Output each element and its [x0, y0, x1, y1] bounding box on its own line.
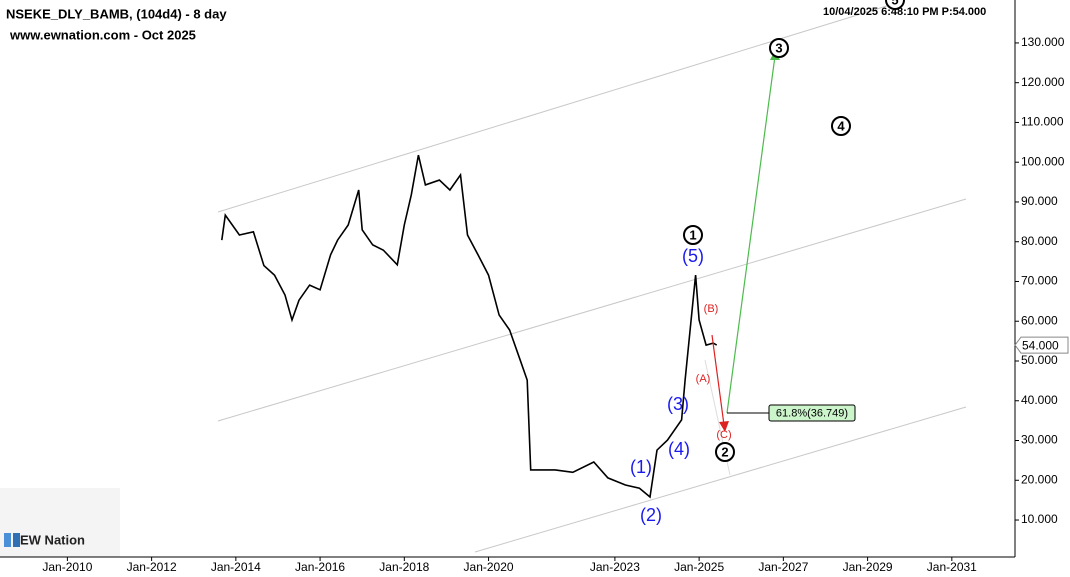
- arrow-red: [719, 421, 729, 432]
- y-tick-label: 60.000: [1021, 313, 1058, 327]
- y-tick-label: 80.000: [1021, 234, 1058, 248]
- y-tick-label: 130.000: [1021, 35, 1065, 49]
- wave-label: (2): [640, 505, 662, 525]
- logo: EW Nation: [4, 532, 85, 547]
- x-tick-label: Jan-2012: [127, 560, 177, 574]
- wave-label: (3): [667, 394, 689, 414]
- y-tick-label: 40.000: [1021, 393, 1058, 407]
- x-tick-label: Jan-2029: [843, 560, 893, 574]
- wave-label: 3: [775, 40, 782, 55]
- y-tick-label: 100.000: [1021, 154, 1065, 168]
- x-tick-label: Jan-2020: [464, 560, 514, 574]
- x-tick-label: Jan-2023: [590, 560, 640, 574]
- y-tick-label: 50.000: [1021, 353, 1058, 367]
- wave-circle: [769, 38, 789, 58]
- projection-red: [711, 334, 725, 426]
- wave-label: 5: [891, 0, 898, 7]
- target-box: [768, 404, 856, 422]
- wave-label: 2: [721, 444, 728, 459]
- logo-text: EW Nation: [20, 532, 85, 547]
- last-price-label: 54.000: [1022, 338, 1059, 352]
- y-tick-label: 70.000: [1021, 274, 1058, 288]
- wave-label: (C): [716, 429, 731, 441]
- y-tick-label: 120.000: [1021, 75, 1065, 89]
- wave-label: (4): [668, 439, 690, 459]
- x-tick-label: Jan-2031: [927, 560, 977, 574]
- wave-label: (5): [682, 246, 704, 266]
- last-price-tag: [1014, 336, 1069, 354]
- x-tick-label: Jan-2010: [42, 560, 92, 574]
- x-tick-label: Jan-2016: [295, 560, 345, 574]
- x-tick-label: Jan-2018: [379, 560, 429, 574]
- wave-circle: [885, 0, 905, 10]
- chart-title: NSEKE_DLY_BAMB, (104d4) - 8 day: [6, 6, 227, 21]
- x-tick-label: Jan-2025: [674, 560, 724, 574]
- target-label: 61.8%(36.749): [776, 407, 848, 419]
- projection-green: [726, 55, 776, 414]
- y-tick-label: 20.000: [1021, 472, 1058, 486]
- wave-label: 4: [837, 118, 845, 133]
- wave-label: 1: [689, 227, 696, 242]
- chart-subtitle: www.ewnation.com - Oct 2025: [9, 27, 196, 42]
- wave-circle: [683, 225, 703, 245]
- y-tick-label: 90.000: [1021, 194, 1058, 208]
- wave-label: (A): [696, 373, 711, 385]
- y-tick-label: 10.000: [1021, 512, 1058, 526]
- wave-label: (1): [630, 457, 652, 477]
- y-tick-label: 110.000: [1021, 115, 1064, 129]
- x-tick-label: Jan-2027: [758, 560, 808, 574]
- timestamp: 10/04/2025 6:48:10 PM P:54.000: [823, 6, 986, 18]
- wave-circle: [831, 116, 851, 136]
- x-tick-label: Jan-2014: [211, 560, 261, 574]
- wave-circle: [715, 442, 735, 462]
- price-line: [221, 154, 718, 499]
- y-tick-label: 30.000: [1021, 433, 1058, 447]
- wave-label: (B): [704, 303, 719, 315]
